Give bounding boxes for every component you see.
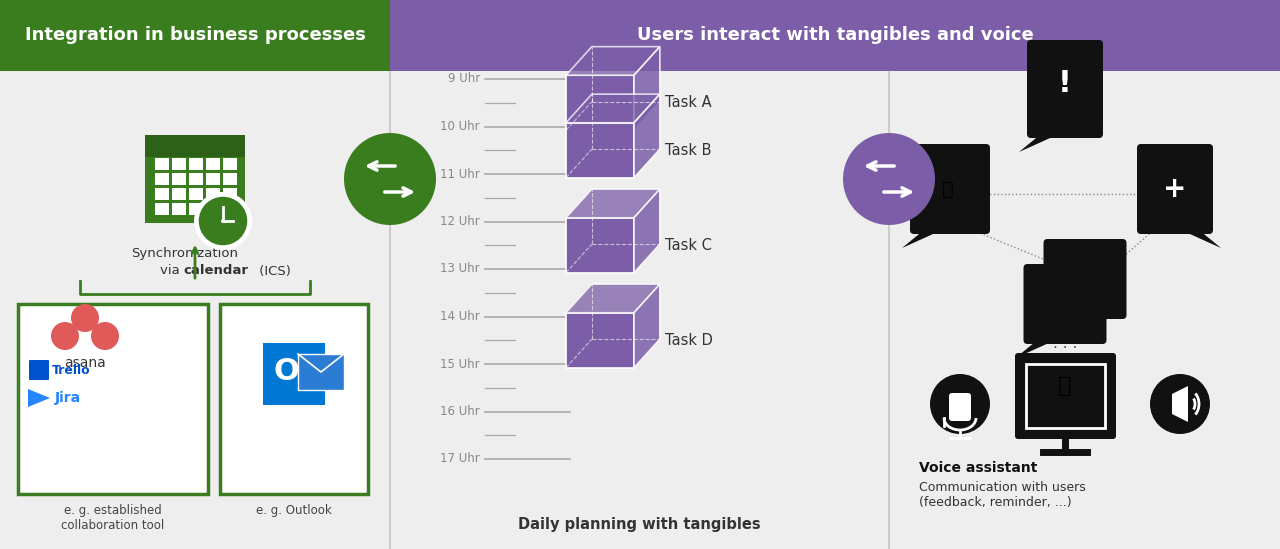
FancyBboxPatch shape xyxy=(1024,264,1106,344)
Text: e. g. Outlook: e. g. Outlook xyxy=(256,504,332,517)
Text: Trello: Trello xyxy=(52,363,91,377)
Text: 11 Uhr: 11 Uhr xyxy=(440,167,480,181)
FancyBboxPatch shape xyxy=(1027,364,1105,428)
Polygon shape xyxy=(566,123,634,178)
Text: Communication with users
(feedback, reminder, ...): Communication with users (feedback, remi… xyxy=(919,481,1085,509)
Polygon shape xyxy=(566,189,660,218)
FancyBboxPatch shape xyxy=(1027,40,1103,138)
Text: Task C: Task C xyxy=(666,238,712,253)
Polygon shape xyxy=(566,284,660,313)
Polygon shape xyxy=(566,75,634,130)
Bar xyxy=(155,188,169,200)
Text: !: ! xyxy=(1059,70,1071,98)
Text: (ICS): (ICS) xyxy=(255,265,291,277)
Bar xyxy=(172,203,186,215)
Bar xyxy=(206,188,220,200)
Bar xyxy=(189,203,204,215)
FancyBboxPatch shape xyxy=(262,343,325,405)
Text: 14 Uhr: 14 Uhr xyxy=(440,310,480,323)
Bar xyxy=(223,188,237,200)
Bar xyxy=(223,158,237,170)
Text: Users interact with tangibles and voice: Users interact with tangibles and voice xyxy=(636,26,1033,44)
Text: Task D: Task D xyxy=(666,333,713,348)
Polygon shape xyxy=(634,47,660,130)
Text: e. g. established
collaboration tool: e. g. established collaboration tool xyxy=(61,504,165,532)
Bar xyxy=(155,158,169,170)
Polygon shape xyxy=(634,189,660,273)
Polygon shape xyxy=(566,218,634,273)
Bar xyxy=(206,158,220,170)
Bar xyxy=(172,173,186,185)
FancyBboxPatch shape xyxy=(298,354,344,390)
Text: 👍: 👍 xyxy=(942,180,954,199)
Circle shape xyxy=(91,322,119,350)
Text: 13 Uhr: 13 Uhr xyxy=(440,262,480,276)
Bar xyxy=(172,158,186,170)
Bar xyxy=(189,173,204,185)
Polygon shape xyxy=(28,389,50,407)
Bar xyxy=(223,173,237,185)
Polygon shape xyxy=(566,313,634,368)
Text: 16 Uhr: 16 Uhr xyxy=(440,405,480,418)
Polygon shape xyxy=(902,230,942,248)
Text: O: O xyxy=(273,357,300,386)
FancyBboxPatch shape xyxy=(948,393,972,421)
Bar xyxy=(0,0,390,71)
Bar xyxy=(390,0,1280,71)
Circle shape xyxy=(51,322,79,350)
Bar xyxy=(223,203,237,215)
Circle shape xyxy=(1149,374,1210,434)
Polygon shape xyxy=(634,94,660,178)
Polygon shape xyxy=(1015,340,1056,358)
Bar xyxy=(155,173,169,185)
FancyBboxPatch shape xyxy=(18,304,207,494)
FancyBboxPatch shape xyxy=(1015,353,1116,439)
Polygon shape xyxy=(634,284,660,368)
Bar xyxy=(189,158,204,170)
Polygon shape xyxy=(566,94,660,123)
FancyBboxPatch shape xyxy=(1043,239,1126,319)
Text: 10 Uhr: 10 Uhr xyxy=(440,120,480,133)
FancyBboxPatch shape xyxy=(1137,144,1213,234)
FancyBboxPatch shape xyxy=(910,144,989,234)
Circle shape xyxy=(70,304,99,332)
Text: calendar: calendar xyxy=(183,265,248,277)
Text: Integration in business processes: Integration in business processes xyxy=(24,26,365,44)
Polygon shape xyxy=(1172,386,1188,422)
Bar xyxy=(172,188,186,200)
Circle shape xyxy=(931,374,989,434)
FancyBboxPatch shape xyxy=(145,135,244,223)
Text: +: + xyxy=(1164,175,1187,203)
Circle shape xyxy=(344,133,436,225)
Text: 12 Uhr: 12 Uhr xyxy=(440,215,480,228)
Text: 17 Uhr: 17 Uhr xyxy=(440,452,480,466)
Text: asana: asana xyxy=(64,356,106,370)
Text: Daily planning with tangibles: Daily planning with tangibles xyxy=(517,517,760,531)
Polygon shape xyxy=(1036,315,1075,333)
Text: Task A: Task A xyxy=(666,95,712,110)
Text: Task B: Task B xyxy=(666,143,712,158)
Circle shape xyxy=(195,192,252,250)
Text: 15 Uhr: 15 Uhr xyxy=(440,357,480,371)
FancyBboxPatch shape xyxy=(220,304,369,494)
Text: via: via xyxy=(160,265,184,277)
Polygon shape xyxy=(566,47,660,75)
Circle shape xyxy=(844,133,934,225)
Polygon shape xyxy=(1181,230,1221,248)
Bar xyxy=(206,203,220,215)
FancyBboxPatch shape xyxy=(29,360,49,380)
Text: Voice assistant: Voice assistant xyxy=(919,461,1037,475)
Text: 9 Uhr: 9 Uhr xyxy=(448,72,480,86)
Bar xyxy=(189,188,204,200)
Circle shape xyxy=(197,195,250,247)
Text: . . .: . . . xyxy=(1053,337,1078,351)
Bar xyxy=(145,135,244,157)
Text: 👄: 👄 xyxy=(1059,376,1071,396)
Polygon shape xyxy=(1019,134,1059,152)
Text: Synchronization: Synchronization xyxy=(132,248,238,260)
Bar xyxy=(155,203,169,215)
Text: Jira: Jira xyxy=(55,391,81,405)
Circle shape xyxy=(221,219,225,223)
Bar xyxy=(206,173,220,185)
